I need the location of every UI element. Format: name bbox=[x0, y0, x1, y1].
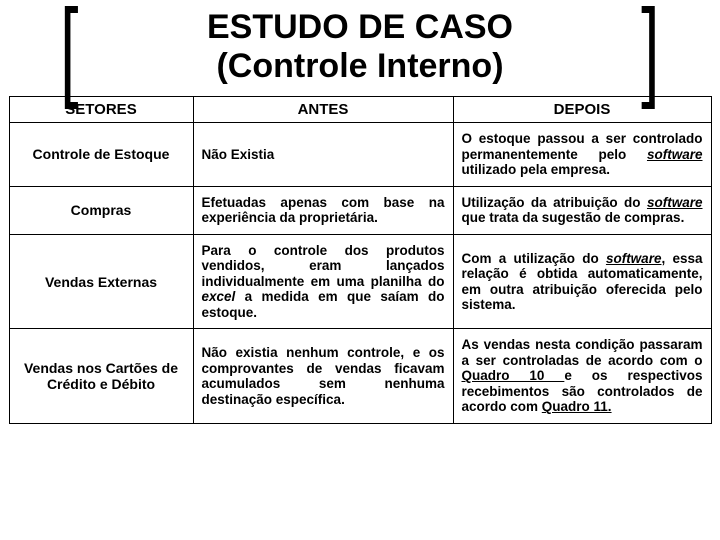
after-cell: O estoque passou a ser controlado perman… bbox=[453, 123, 711, 187]
before-cell: Efetuadas apenas com base na experiência… bbox=[193, 186, 453, 234]
table-header-row: SETORES ANTES DEPOIS bbox=[9, 97, 711, 123]
table-row: Controle de Estoque Não Existia O estoqu… bbox=[9, 123, 711, 187]
after-cell: Com a utilização do software, essa relaç… bbox=[453, 234, 711, 329]
table-row: Compras Efetuadas apenas com base na exp… bbox=[9, 186, 711, 234]
before-cell: Não existia nenhum controle, e os compro… bbox=[193, 329, 453, 424]
table-body: Controle de Estoque Não Existia O estoqu… bbox=[9, 123, 711, 424]
table-row: Vendas nos Cartões de Crédito e Débito N… bbox=[9, 329, 711, 424]
header-antes: ANTES bbox=[193, 97, 453, 123]
header-setores: SETORES bbox=[9, 97, 193, 123]
slide-title: [ ESTUDO DE CASO (Controle Interno) ] bbox=[0, 0, 720, 92]
case-table: SETORES ANTES DEPOIS Controle de Estoque… bbox=[9, 96, 712, 424]
bracket-left-icon: [ bbox=[60, 0, 78, 104]
title-line-1: ESTUDO DE CASO bbox=[207, 8, 513, 46]
title-text: ESTUDO DE CASO (Controle Interno) bbox=[207, 8, 513, 86]
after-cell: As vendas nesta condição passaram a ser … bbox=[453, 329, 711, 424]
title-line-2: (Controle Interno) bbox=[216, 47, 503, 85]
sector-cell: Vendas nos Cartões de Crédito e Débito bbox=[9, 329, 193, 424]
table-row: Vendas Externas Para o controle dos prod… bbox=[9, 234, 711, 329]
sector-cell: Compras bbox=[9, 186, 193, 234]
after-cell: Utilização da atribuição do software que… bbox=[453, 186, 711, 234]
before-cell: Para o controle dos produtos vendidos, e… bbox=[193, 234, 453, 329]
header-depois: DEPOIS bbox=[453, 97, 711, 123]
sector-cell: Vendas Externas bbox=[9, 234, 193, 329]
bracket-right-icon: ] bbox=[642, 0, 660, 104]
sector-cell: Controle de Estoque bbox=[9, 123, 193, 187]
before-cell: Não Existia bbox=[193, 123, 453, 187]
